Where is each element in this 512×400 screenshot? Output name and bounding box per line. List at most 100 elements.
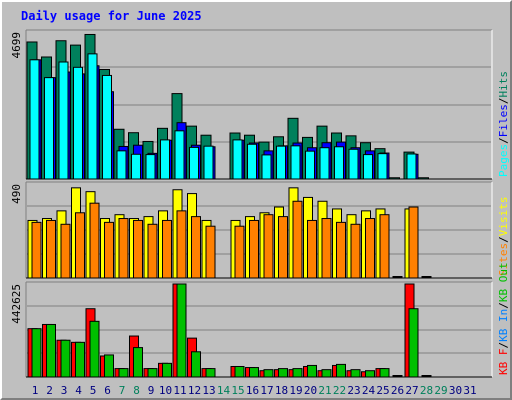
hits-files-pages-bar-pages-day-11 [174, 130, 185, 180]
kbytes-bar-kbout-day-6 [104, 354, 114, 378]
kbytes-legend-separator: / [497, 302, 510, 309]
hits-files-pages-bar-pages-day-15 [232, 139, 243, 180]
kbytes-legend-kbin: KB In [497, 309, 510, 342]
visits-sites-legend: Sites/Visits [497, 197, 510, 277]
hits-files-pages-legend-hits: Hits [497, 71, 510, 98]
kbytes-bar-kbout-day-3 [60, 339, 71, 378]
visits-sites-bar-sites-day-9 [147, 223, 158, 279]
visits-sites-bar-sites-day-6 [104, 221, 114, 279]
x-axis-day-label-26: 26 [391, 384, 404, 397]
kbytes-bar-kbout-day-25 [379, 368, 390, 378]
hits-files-pages-bar-pages-day-19 [290, 145, 301, 180]
x-axis-day-label-6: 6 [104, 384, 111, 397]
hits-files-pages-bar-pages-day-25 [377, 153, 388, 180]
kbytes-bar-kbout-day-15 [234, 365, 245, 378]
x-axis-day-label-30: 30 [449, 384, 462, 397]
x-axis-day-label-23: 23 [347, 384, 360, 397]
kbytes-legend-kbout: KB Out [497, 262, 510, 302]
x-axis-day-label-11: 11 [173, 384, 186, 397]
kbytes-bar-kbout-day-8 [133, 347, 143, 378]
visits-sites-bar-sites-day-15 [234, 225, 245, 279]
kbytes-bar-kbout-day-7 [118, 368, 129, 378]
hits-files-pages-bar-pages-day-2 [44, 77, 54, 180]
kbytes-bar-kbout-day-23 [350, 369, 361, 378]
kbytes-bar-kbout-day-20 [307, 364, 317, 378]
x-axis-day-label-18: 18 [275, 384, 288, 397]
visits-sites-bar-sites-day-27 [408, 206, 419, 279]
chart-title: Daily usage for June 2025 [21, 9, 202, 23]
hits-files-pages-bar-pages-day-8 [131, 153, 141, 180]
visits-sites-bar-sites-day-16 [249, 219, 259, 279]
x-axis-day-label-22: 22 [333, 384, 346, 397]
visits-sites-bar-sites-day-20 [307, 219, 317, 279]
hits-files-pages-bar-pages-day-24 [363, 154, 373, 180]
x-axis-day-label-28: 28 [420, 384, 433, 397]
hits-files-pages-bar-pages-day-5 [87, 53, 98, 180]
hits-files-pages-bar-hits-day-28 [418, 177, 429, 180]
x-axis-day-label-10: 10 [159, 384, 172, 397]
x-axis-day-label-12: 12 [188, 384, 201, 397]
kbytes-bar-kbout-day-12 [191, 351, 201, 378]
kbytes-bar-kbout-day-18 [278, 368, 288, 378]
x-axis-day-label-17: 17 [260, 384, 273, 397]
visits-sites-bar-sites-day-17 [263, 214, 274, 279]
visits-sites-bar-sites-day-21 [321, 218, 332, 279]
hits-files-pages-bar-pages-day-3 [58, 61, 69, 180]
kbytes-bar-kbout-day-11 [176, 283, 187, 378]
hits-files-pages-bar-pages-day-20 [305, 150, 315, 180]
hits-files-pages-bar-pages-day-27 [406, 153, 417, 180]
visits-sites-bar-sites-day-2 [46, 219, 56, 279]
kbytes-bar-kbout-day-13 [205, 368, 216, 378]
kbytes-bar-kbout-day-5 [89, 320, 100, 378]
hits-files-pages-bar-pages-day-9 [145, 154, 156, 180]
visits-sites-bar-sites-day-22 [336, 221, 346, 279]
kbytes-bar-kbout-day-19 [292, 368, 303, 378]
kbytes-bar-kbout-day-27 [408, 308, 419, 378]
x-axis-day-label-31: 31 [463, 384, 476, 397]
kbytes-legend: KB F/KB In/KB Out [497, 262, 510, 375]
hits-files-pages-bar-pages-day-23 [348, 148, 359, 180]
hits-files-pages-bar-hits-day-26 [389, 177, 400, 180]
visits-sites-ytick-label: 490 [10, 184, 23, 204]
hits-files-pages-bar-pages-day-18 [276, 145, 286, 180]
hits-files-pages-legend-files: Files [497, 104, 510, 137]
hits-files-pages-bar-pages-day-7 [116, 150, 127, 180]
hits-files-pages-ytick-label: 4699 [10, 32, 23, 59]
x-axis-day-label-16: 16 [246, 384, 259, 397]
hits-files-pages-bar-pages-day-21 [319, 147, 330, 180]
visits-sites-legend-separator: / [497, 236, 510, 243]
kbytes-bar-kbout-day-21 [321, 369, 332, 378]
hits-files-pages-legend-separator: / [497, 98, 510, 105]
visits-sites-legend-visits: Visits [497, 197, 510, 237]
kbytes-ytick-label: 442625 [10, 284, 23, 324]
kbytes-bar-kbout-day-10 [162, 362, 172, 378]
visits-sites-bar-sites-day-5 [89, 202, 100, 279]
x-axis-day-label-21: 21 [318, 384, 331, 397]
visits-sites-bar-sites-day-11 [176, 210, 187, 279]
x-axis-day-label-14: 14 [217, 384, 231, 397]
kbytes-bar-kbout-day-16 [249, 367, 259, 378]
visits-sites-bar-sites-day-10 [162, 219, 172, 279]
x-axis-day-label-19: 19 [289, 384, 302, 397]
x-axis-day-label-25: 25 [376, 384, 389, 397]
x-axis-day-label-5: 5 [90, 384, 97, 397]
x-axis-day-label-4: 4 [75, 384, 82, 397]
visits-sites-bar-sites-day-25 [379, 214, 390, 279]
kbytes-bar-kbout-day-1 [31, 328, 42, 378]
hits-files-pages-legend: Pages/Files/Hits [497, 71, 510, 177]
visits-sites-bar-sites-day-13 [205, 225, 216, 279]
hits-files-pages-bar-pages-day-6 [102, 74, 112, 180]
hits-files-pages-legend-pages: Pages [497, 144, 510, 177]
hits-files-pages-bar-pages-day-1 [29, 59, 40, 180]
visits-sites-bar-sites-day-7 [118, 218, 129, 279]
kbytes-bar-kbout-day-17 [263, 369, 274, 378]
hits-files-pages-bar-pages-day-4 [73, 66, 83, 180]
kbytes-bar-kbout-day-22 [336, 363, 346, 378]
x-axis-day-label-2: 2 [46, 384, 53, 397]
x-axis-day-label-29: 29 [434, 384, 447, 397]
kbytes-legend-kbf: KB F [497, 349, 510, 376]
visits-sites-bar-sites-day-23 [350, 223, 361, 279]
hits-files-pages-bar-pages-day-12 [189, 146, 199, 180]
visits-sites-bar-sites-day-24 [365, 218, 375, 279]
